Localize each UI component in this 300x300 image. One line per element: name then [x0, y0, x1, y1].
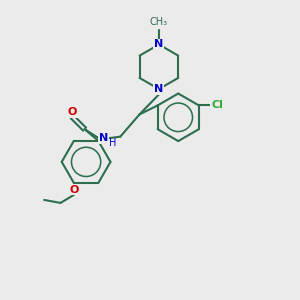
Text: H: H [109, 138, 116, 148]
Text: N: N [99, 133, 109, 143]
Text: O: O [69, 184, 79, 194]
Text: N: N [154, 40, 164, 50]
Text: O: O [68, 107, 77, 117]
Text: Cl: Cl [211, 100, 223, 110]
Text: N: N [154, 84, 164, 94]
Text: CH₃: CH₃ [150, 17, 168, 27]
